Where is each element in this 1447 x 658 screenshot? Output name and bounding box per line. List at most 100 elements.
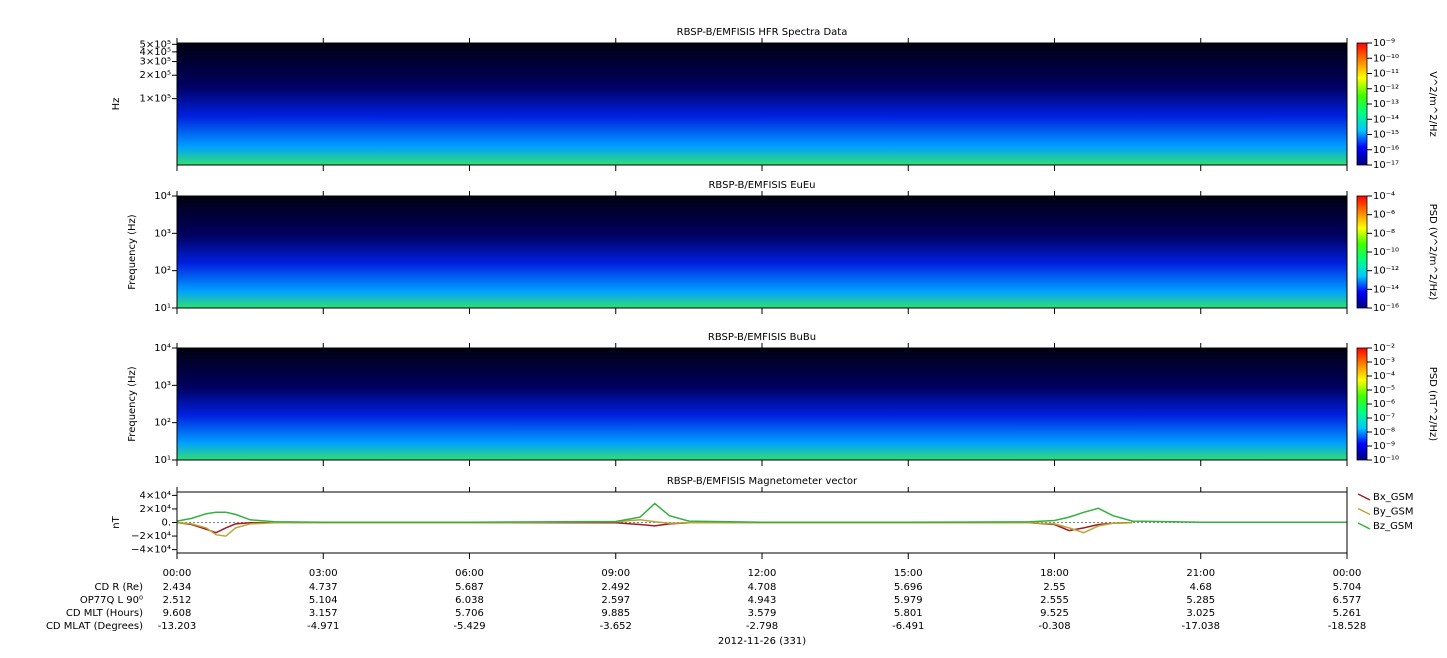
ephemeris-value: 5.979 <box>894 595 923 606</box>
legend-swatch <box>1357 507 1371 516</box>
ephemeris-value: 4.737 <box>309 582 338 593</box>
ephemeris-name: CD R (Re) <box>95 582 144 593</box>
series-line <box>176 519 1133 537</box>
colorbar-tick-label: 10⁻⁶ <box>1373 399 1395 410</box>
ephemeris-value: -0.308 <box>1038 621 1070 632</box>
ephemeris-value: 2.597 <box>601 595 630 606</box>
colorbar-tick-label: 10⁻⁹ <box>1373 441 1395 452</box>
x-tick-label: 03:00 <box>309 568 338 579</box>
ephemeris-name: CD MLT (Hours) <box>66 608 143 619</box>
colorbar-tick-label: 10⁻¹⁰ <box>1373 53 1399 64</box>
y-tick-label: 0. <box>161 518 171 529</box>
colorbar-tick-label: 10⁻¹⁶ <box>1373 145 1399 156</box>
ephemeris-value: 2.555 <box>1040 595 1069 606</box>
ephemeris-value: 3.157 <box>309 608 338 619</box>
ephemeris-value: 5.706 <box>455 608 484 619</box>
colorbar-tick-label: 10⁻⁷ <box>1373 413 1395 424</box>
colorbar-tick-label: 10⁻⁴ <box>1373 191 1395 202</box>
y-tick-label: 1×10⁵ <box>140 94 171 105</box>
spectrogram-image <box>177 196 1347 308</box>
colorbar-tick-label: 10⁻¹⁶ <box>1373 303 1399 314</box>
ephemeris-value: 5.104 <box>309 595 338 606</box>
colorbar-tick-label: 10⁻¹⁴ <box>1373 284 1399 295</box>
colorbar-tick-label: 10⁻⁴ <box>1373 371 1395 382</box>
spectrogram-image <box>177 43 1347 165</box>
y-tick-label: 4×10⁵ <box>140 47 171 58</box>
ephemeris-value: 2.434 <box>163 582 192 593</box>
ephemeris-value: 9.608 <box>163 608 192 619</box>
colorbar-tick-label: 10⁻⁸ <box>1373 228 1395 239</box>
x-tick-label: 00:00 <box>163 568 192 579</box>
y-axis-label: Frequency (Hz) <box>127 214 138 290</box>
ephemeris-value: 6.038 <box>455 595 484 606</box>
colorbar <box>1356 347 1368 461</box>
ephemeris-value: 9.885 <box>601 608 630 619</box>
panel-title: RBSP-B/EMFISIS HFR Spectra Data <box>677 27 848 38</box>
y-tick-label: −2×10⁴ <box>131 531 171 542</box>
y-axis-label: Hz <box>111 98 122 111</box>
colorbar-label: PSD (nT^2/Hz) <box>1427 367 1438 441</box>
y-tick-label: 2×10⁴ <box>140 504 171 515</box>
colorbar-tick-label: 10⁻⁵ <box>1373 385 1395 396</box>
panel-title: RBSP-B/EMFISIS EuEu <box>708 180 815 191</box>
y-axis-label: Frequency (Hz) <box>127 366 138 442</box>
colorbar-tick-label: 10⁻¹⁷ <box>1373 160 1399 171</box>
y-tick-label: 2×10⁵ <box>140 70 171 81</box>
colorbar-tick-label: 10⁻¹² <box>1373 266 1399 277</box>
y-tick-label: 10¹ <box>154 455 171 466</box>
colorbar-tick-label: 10⁻¹⁰ <box>1373 247 1399 258</box>
ephemeris-value: -13.203 <box>158 621 197 632</box>
series-line <box>176 502 1348 524</box>
ephemeris-value: 4.943 <box>748 595 777 606</box>
legend-swatch <box>1357 522 1371 530</box>
legend-swatch <box>1357 493 1371 501</box>
ephemeris-value: 2.55 <box>1043 582 1065 593</box>
colorbar-tick-label: 10⁻¹³ <box>1373 99 1399 110</box>
ephemeris-value: 5.696 <box>894 582 923 593</box>
ephemeris-value: 4.68 <box>1190 582 1212 593</box>
ephemeris-value: 3.025 <box>1186 608 1215 619</box>
colorbar <box>1356 42 1368 166</box>
colorbar-tick-label: 10⁻² <box>1373 343 1395 354</box>
y-tick-label: 10³ <box>154 380 171 391</box>
x-tick-label: 21:00 <box>1186 568 1215 579</box>
colorbar-tick-label: 10⁻⁹ <box>1373 38 1395 49</box>
y-tick-label: 10² <box>154 266 171 277</box>
ephemeris-value: 6.577 <box>1333 595 1362 606</box>
x-tick-label: 09:00 <box>601 568 630 579</box>
x-tick-label: 12:00 <box>748 568 777 579</box>
panel-title: RBSP-B/EMFISIS Magnetometer vector <box>667 476 858 487</box>
ephemeris-value: 2.492 <box>601 582 630 593</box>
colorbar-tick-label: 10⁻¹² <box>1373 84 1399 95</box>
ephemeris-value: 5.261 <box>1333 608 1362 619</box>
colorbar <box>1356 195 1368 309</box>
legend-label: Bz_GSM <box>1373 521 1413 532</box>
ephemeris-value: 9.525 <box>1040 608 1069 619</box>
legend-label: Bx_GSM <box>1373 492 1414 503</box>
y-tick-label: 10¹ <box>154 303 171 314</box>
colorbar-tick-label: 10⁻¹¹ <box>1373 69 1399 80</box>
y-tick-label: −4×10⁴ <box>131 545 171 556</box>
x-tick-label: 18:00 <box>1040 568 1069 579</box>
colorbar-tick-label: 10⁻⁸ <box>1373 427 1395 438</box>
legend-label: By_GSM <box>1373 507 1414 518</box>
y-tick-label: 5×10⁵ <box>140 39 171 50</box>
x-tick-label: 06:00 <box>455 568 484 579</box>
ephemeris-name: OP77Q L 90⁰ <box>80 595 143 606</box>
spectrogram-image <box>177 348 1347 460</box>
ephemeris-value: 4.708 <box>748 582 777 593</box>
colorbar-tick-label: 10⁻¹⁵ <box>1373 130 1399 141</box>
ephemeris-value: 5.285 <box>1186 595 1215 606</box>
y-tick-label: 4×10⁴ <box>140 490 171 501</box>
colorbar-tick-label: 10⁻³ <box>1373 357 1395 368</box>
y-tick-label: 10⁴ <box>154 191 171 202</box>
colorbar-tick-label: 10⁻⁶ <box>1373 210 1395 221</box>
colorbar-label: V^2/m^2/Hz <box>1427 71 1438 137</box>
colorbar-tick-label: 10⁻¹⁰ <box>1373 455 1399 466</box>
ephemeris-value: -3.652 <box>600 621 632 632</box>
ephemeris-value: -18.528 <box>1328 621 1367 632</box>
ephemeris-value: -6.491 <box>892 621 924 632</box>
ephemeris-value: 3.579 <box>748 608 777 619</box>
series-line <box>176 521 1133 534</box>
